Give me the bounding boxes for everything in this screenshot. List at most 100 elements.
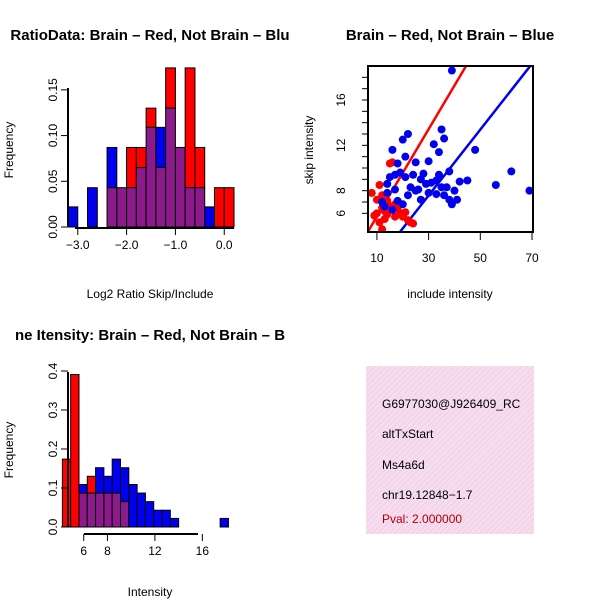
scatter-point-not-brain — [471, 145, 480, 154]
ratio-histogram-x-tick-label: −1.0 — [164, 238, 188, 252]
ratio-histogram-bar-overlap — [116, 187, 128, 228]
probe-id-text: G6977030@J926409_RC — [382, 397, 521, 411]
intensity-histogram-title: ne Itensity: Brain – Red, Not Brain – B — [15, 327, 285, 344]
ratio-histogram-y-tick-label: 0.05 — [46, 169, 60, 193]
scatter-point-not-brain — [429, 140, 438, 149]
scatter-point-not-brain — [440, 191, 449, 200]
intensity-histogram-bar-overlap — [86, 492, 97, 528]
intensity-histogram-bar-not-brain — [103, 475, 113, 494]
intensity-histogram-x-tick-label: 16 — [196, 544, 210, 558]
ratio-histogram-bar-overlap — [174, 146, 186, 228]
scatter-point-not-brain — [383, 188, 392, 197]
ratio-histogram-bar-not-brain — [87, 187, 98, 228]
scatter-point-not-brain — [437, 125, 446, 134]
scatter-fit-line-not-brain — [399, 67, 532, 231]
scatter-point-brain — [409, 219, 418, 228]
ratio-histogram-bar-not-brain — [155, 126, 167, 169]
scatter-title: Brain – Red, Not Brain – Blue — [346, 27, 554, 44]
ratio-histogram-bars — [67, 67, 235, 228]
intensity-histogram-bar-brain — [86, 475, 97, 494]
ratio-histogram-bar-overlap — [194, 187, 206, 228]
ratio-histogram-ticks: −3.0 −2.0 −1.0 0.0 0.00 0.05 0.10 0.15 — [46, 78, 233, 252]
scatter-ylabel: skip intensity — [302, 116, 316, 185]
intensity-histogram-bar-not-brain — [119, 467, 130, 503]
intensity-histogram-bar-overlap — [103, 492, 113, 528]
scatter-point-not-brain — [447, 67, 456, 75]
scatter-point-not-brain — [432, 190, 441, 199]
scatter-point-not-brain — [398, 200, 407, 209]
scatter-point-brain — [401, 208, 410, 217]
scatter-point-not-brain — [424, 157, 433, 166]
scatter-point-not-brain — [525, 186, 532, 195]
intensity-histogram-bar-not-brain — [128, 483, 138, 528]
scatter-plot-frame — [367, 65, 534, 233]
scatter-ticks: 10 30 50 70 6 8 12 16 — [334, 76, 539, 265]
scatter-point-not-brain — [388, 145, 397, 154]
scatter-point-not-brain — [445, 167, 454, 176]
intensity-histogram-bar-not-brain — [136, 492, 146, 528]
ratio-histogram-y-tick-label: 0.10 — [46, 124, 60, 148]
scatter-point-not-brain — [411, 158, 420, 167]
ratio-histogram-title: RatioData: Brain – Red, Not Brain – Blu — [10, 27, 289, 44]
pval-text: Pval: 2.000000 — [382, 512, 462, 526]
scatter-point-not-brain — [409, 170, 418, 179]
scatter-panel: Brain – Red, Not Brain – Blue 10 30 50 70 6 8… — [302, 27, 554, 301]
ratio-histogram-y-tick-label: 0.00 — [46, 215, 60, 239]
scatter-point-not-brain — [403, 191, 412, 200]
scatter-point-brain — [378, 225, 387, 231]
ratio-histogram-bar-brain — [135, 146, 147, 169]
intensity-histogram-y-tick-label: 0.4 — [46, 362, 60, 379]
scatter-point-brain — [369, 188, 376, 197]
scatter-point-not-brain — [388, 205, 397, 214]
ratio-histogram-bar-brain — [184, 67, 196, 189]
intensity-histogram-bar-overlap — [95, 492, 105, 528]
ratio-histogram-ylabel: Frequency — [2, 122, 16, 179]
intensity-histogram-bar-not-brain — [169, 517, 180, 528]
scatter-point-not-brain — [380, 202, 389, 211]
ratio-histogram-bar-overlap — [184, 187, 196, 228]
scatter-point-not-brain — [391, 185, 400, 194]
intensity-histogram-bar-not-brain — [95, 467, 105, 494]
ratio-histogram-bar-overlap — [106, 187, 118, 228]
scatter-point-not-brain — [416, 195, 425, 204]
scatter-point-not-brain — [393, 159, 402, 168]
intensity-histogram-y-tick-label: 0.3 — [46, 401, 60, 418]
ratio-histogram-bar-brain — [223, 187, 235, 228]
intensity-histogram-ylabel: Frequency — [2, 422, 16, 479]
intensity-histogram-bars — [61, 374, 229, 528]
scatter-point-brain — [383, 210, 392, 219]
ratio-histogram-y-tick-label: 0.15 — [46, 78, 60, 102]
ratio-histogram-bar-not-brain — [204, 206, 215, 228]
intensity-histogram-bar-not-brain — [144, 501, 155, 528]
ratio-histogram-bar-overlap — [165, 107, 176, 228]
ratio-histogram-x-tick-label: −2.0 — [115, 238, 139, 252]
intensity-histogram-xlabel: Intensity — [128, 585, 173, 599]
scatter-point-brain — [375, 181, 384, 189]
scatter-point-not-brain — [447, 200, 456, 209]
ratio-histogram-bar-overlap — [155, 167, 167, 228]
intensity-histogram-bar-not-brain — [161, 509, 171, 528]
scatter-point-not-brain — [383, 179, 392, 188]
ratio-histogram-bar-not-brain — [106, 146, 118, 189]
intensity-histogram-bar-overlap — [78, 492, 88, 528]
intensity-histogram-x-tick-label: 12 — [148, 544, 162, 558]
event-type-text: altTxStart — [382, 427, 434, 441]
intensity-histogram-x-tick-label: 6 — [80, 544, 87, 558]
intensity-histogram-bar-not-brain — [78, 483, 88, 494]
scatter-point-not-brain — [424, 188, 433, 197]
scatter-point-not-brain — [442, 183, 451, 192]
scatter-point-not-brain — [414, 185, 423, 194]
intensity-histogram-bar-not-brain — [153, 509, 163, 528]
intensity-histogram-y-tick-label: 0.0 — [46, 518, 60, 535]
scatter-points — [369, 67, 532, 231]
info-panel: G6977030@J926409_RC altTxStart Ms4a6d ch… — [366, 366, 534, 534]
intensity-histogram-y-tick-label: 0.2 — [46, 440, 60, 457]
ratio-histogram-bar-overlap — [135, 167, 147, 228]
ratio-histogram-bar-overlap — [126, 187, 137, 228]
scatter-point-not-brain — [434, 148, 443, 157]
scatter-point-not-brain — [453, 195, 462, 204]
scatter-point-not-brain — [403, 130, 412, 138]
scatter-point-not-brain — [398, 135, 407, 144]
scatter-y-tick-label: 16 — [334, 93, 348, 107]
